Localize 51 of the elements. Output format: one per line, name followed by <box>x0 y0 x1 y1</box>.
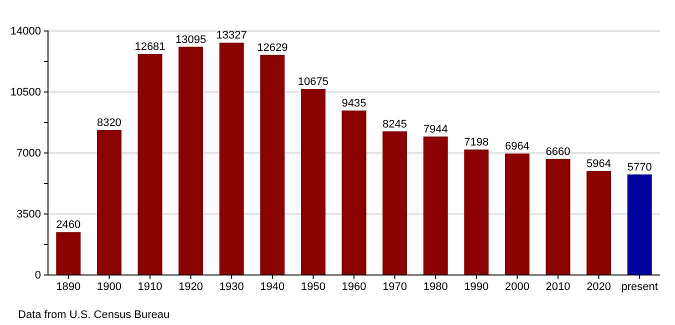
data-label: 12681 <box>134 40 166 53</box>
data-label: 13095 <box>176 34 206 46</box>
x-tick-label: 1990 <box>464 280 489 293</box>
data-label: 5770 <box>627 161 652 174</box>
bar <box>586 171 612 275</box>
bar <box>56 232 81 275</box>
bar <box>138 54 162 275</box>
x-tick-label: 2000 <box>504 280 530 293</box>
data-label: 6660 <box>546 146 570 158</box>
data-label: 13327 <box>216 30 247 42</box>
bar <box>300 88 326 275</box>
y-tick-label: 10500 <box>10 86 41 99</box>
bar <box>219 42 244 275</box>
bar <box>382 131 408 275</box>
x-tick-label: 1960 <box>342 280 366 293</box>
x-tick-label: 1930 <box>219 280 244 293</box>
data-label: 12629 <box>257 42 288 54</box>
x-tick-label: 1890 <box>56 280 81 293</box>
x-tick-label: 2020 <box>586 280 612 293</box>
bar <box>504 154 530 275</box>
y-tick-label: 0 <box>34 270 41 282</box>
x-tick-label: 1900 <box>96 280 122 293</box>
bar <box>178 46 204 275</box>
data-label: 7944 <box>423 124 448 136</box>
data-label: 10675 <box>298 76 328 88</box>
bar <box>627 174 652 275</box>
data-label: 8320 <box>96 116 122 129</box>
data-label: 5964 <box>586 158 612 170</box>
y-tick-label: 7000 <box>16 148 41 160</box>
x-tick-label: 1910 <box>138 280 162 293</box>
bar <box>260 54 285 275</box>
data-label: 9435 <box>342 98 366 110</box>
bar <box>96 130 122 275</box>
data-label: 2460 <box>56 219 81 232</box>
x-tick-label: 1950 <box>300 280 326 293</box>
y-tick-label: 14000 <box>10 26 41 38</box>
text: Data from U.S. Census Bureau <box>18 309 170 321</box>
data-label: 7198 <box>464 136 489 149</box>
x-tick-label: 1970 <box>382 280 408 293</box>
bar <box>464 150 489 275</box>
y-tick-label: 3500 <box>16 208 41 221</box>
x-tick-label: 1940 <box>260 280 285 293</box>
x-tick-label: 1980 <box>423 280 448 293</box>
bar <box>423 136 448 275</box>
data-label: 6964 <box>504 140 530 153</box>
x-tick-label: 1920 <box>178 280 204 293</box>
x-tick-label: present <box>621 280 658 293</box>
bar <box>342 110 366 275</box>
x-tick-label: 2010 <box>546 280 570 293</box>
bar <box>546 158 570 275</box>
data-label: 8245 <box>382 118 408 130</box>
